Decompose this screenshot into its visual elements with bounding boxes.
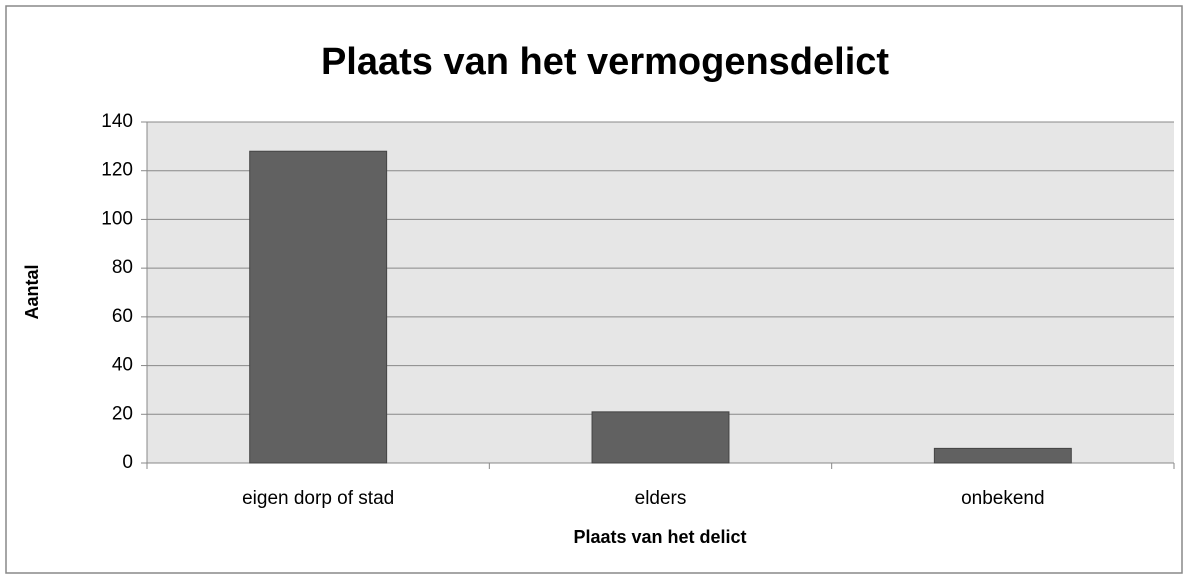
y-tick-label: 20: [112, 403, 133, 424]
y-tick-label: 120: [101, 160, 133, 181]
bar: [249, 150, 388, 464]
chart-title: Plaats van het vermogensdelict: [321, 41, 889, 83]
bar: [591, 411, 730, 464]
y-tick-label: 80: [112, 257, 133, 278]
x-tick-label: elders: [635, 488, 687, 509]
y-tick-label: 60: [112, 306, 133, 327]
y-tick-label: 100: [101, 208, 133, 229]
y-tick-label: 0: [122, 452, 133, 473]
x-axis-label: Plaats van het delict: [573, 527, 746, 547]
y-tick-label: 40: [112, 355, 133, 376]
y-axis-label: Aantal: [22, 264, 42, 319]
bar: [933, 447, 1072, 464]
x-tick-label: eigen dorp of stad: [242, 488, 394, 509]
y-tick-label: 140: [101, 111, 133, 132]
x-tick-label: onbekend: [961, 488, 1044, 509]
